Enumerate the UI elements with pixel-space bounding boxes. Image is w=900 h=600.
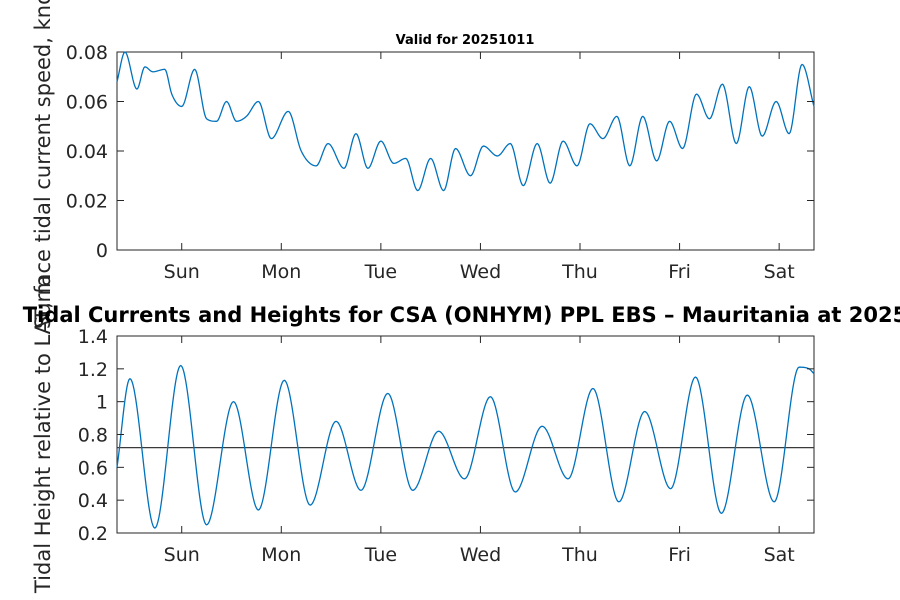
- tidal-height-xtick-label-mon: Mon: [261, 544, 301, 566]
- current-speed-ytick-label: 0.02: [66, 191, 108, 213]
- current-speed-ytick-label: 0.04: [66, 141, 108, 163]
- tidal-height-xtick-label-fri: Fri: [668, 544, 691, 566]
- tidal-height-title: Tidal Currents and Heights for CSA (ONHY…: [23, 303, 900, 327]
- tidal-height-xtick-label-sun: Sun: [164, 544, 200, 566]
- current-speed-ylabel: Surface tidal current speed, knots: [31, 0, 55, 329]
- tidal-height-plot-area: [116, 335, 815, 534]
- current-speed-xtick-label-thu: Thu: [561, 261, 598, 283]
- current-speed-xtick-label-mon: Mon: [261, 261, 301, 283]
- tidal-height-ytick-label: 1.2: [78, 359, 108, 381]
- tidal-height-xtick-label-wed: Wed: [460, 544, 501, 566]
- tidal-height-ytick-label: 0.4: [78, 490, 108, 512]
- tidal-height-axes: 0.2 0.4 0.6 0.8 1 1.2 1.4 Sun Mon Tue Wed Thu Fri Sat…: [23, 275, 900, 594]
- tidal-height-ytick-label: 1.4: [78, 326, 108, 348]
- current-speed-ytick-label: 0.06: [66, 92, 108, 114]
- current-speed-xtick-label-wed: Wed: [460, 261, 501, 283]
- tidal-height-ylabel: Tidal Height relative to LAT, m: [31, 275, 55, 594]
- tidal-height-xtick-label-tue: Tue: [364, 544, 397, 566]
- current-speed-xtick-label-tue: Tue: [364, 261, 397, 283]
- tidal-height-ytick-label: 0.6: [78, 457, 108, 479]
- current-speed-ytick-label: 0.08: [66, 42, 108, 64]
- current-speed-series-line: [116, 51, 815, 192]
- current-speed-xtick-label-sun: Sun: [164, 261, 200, 283]
- tidal-height-ytick-label: 0.2: [78, 523, 108, 545]
- current-speed-xtick-label-sat: Sat: [764, 261, 795, 283]
- current-speed-title: Valid for 20251011: [396, 33, 535, 48]
- tidal-height-series-line: [116, 364, 815, 529]
- tidal-height-xtick-label-sat: Sat: [764, 544, 795, 566]
- current-speed-ytick-label: 0: [96, 240, 108, 262]
- tidal-height-ytick-label: 1: [96, 392, 108, 414]
- tidal-height-ytick-label: 0.8: [78, 425, 108, 447]
- current-speed-axes: 0 0.02 0.04 0.06 0.08 Sun Mon Tue Wed Thu Fri Sat V…: [31, 0, 815, 329]
- tidal-height-xtick-label-thu: Thu: [561, 544, 598, 566]
- current-speed-xtick-label-fri: Fri: [668, 261, 691, 283]
- current-speed-plot-area: [116, 51, 815, 251]
